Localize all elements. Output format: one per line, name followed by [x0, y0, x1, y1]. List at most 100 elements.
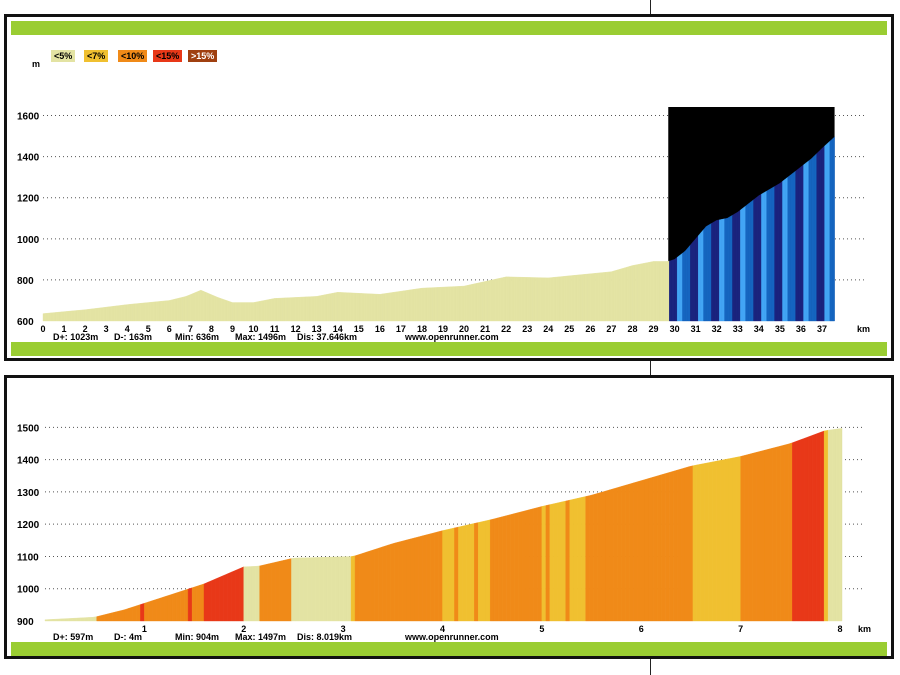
- profile-segment: [332, 292, 336, 322]
- profile-segment: [711, 221, 715, 322]
- profile-segment: [263, 563, 268, 622]
- profile-segment: [566, 275, 570, 322]
- profile-segment: [390, 542, 396, 622]
- profile-segment: [211, 294, 215, 322]
- profile-segment: [414, 536, 419, 622]
- profile-segment: [104, 613, 109, 622]
- elevation-chart-zoom: 900 1000 1100 1200 1300 1400 1500 1 2 3 4 5 6 7 8 km: [17, 423, 871, 634]
- profile-segment: [92, 616, 97, 622]
- profile-segment: [613, 269, 617, 322]
- profile-segment: [500, 277, 504, 322]
- profile-segment: [637, 263, 641, 322]
- profile-segment: [413, 288, 417, 322]
- profile-segment: [463, 285, 467, 322]
- profile-segment: [513, 276, 517, 322]
- profile-segment: [660, 473, 666, 622]
- x-tick-label: 36: [796, 324, 806, 334]
- profile-segment: [454, 526, 459, 622]
- profile-segment: [418, 535, 423, 622]
- profile-segment: [227, 571, 233, 622]
- profile-segment: [342, 292, 346, 322]
- profile-segment: [676, 468, 682, 622]
- x-tick-label: 15: [354, 324, 364, 334]
- profile-segment: [477, 282, 481, 322]
- profile-segment: [708, 461, 714, 622]
- profile-segment: [370, 549, 376, 622]
- profile-segment: [782, 178, 786, 322]
- y-tick-label: 1500: [17, 423, 40, 434]
- y-tick-label: 1600: [17, 112, 40, 123]
- profile-segment: [708, 223, 712, 322]
- profile-segment: [274, 298, 278, 322]
- profile-segment: [315, 557, 320, 622]
- profile-segment: [92, 308, 96, 322]
- profile-segment: [358, 293, 362, 322]
- profile-segment: [641, 479, 646, 622]
- profile-segment: [545, 277, 549, 322]
- profile-segment: [287, 558, 292, 622]
- profile-segment: [811, 155, 815, 322]
- y-tick-label: 1000: [17, 235, 40, 246]
- profile-segment: [305, 296, 309, 322]
- profile-segment: [290, 297, 294, 322]
- profile-segment: [534, 277, 538, 322]
- profile-segment: [295, 297, 299, 322]
- profile-segment: [705, 224, 709, 322]
- profile-segment: [127, 304, 131, 322]
- profile-segment: [748, 453, 753, 622]
- profile-segment: [390, 292, 394, 322]
- profile-segment: [692, 238, 696, 322]
- profile-segment: [721, 218, 725, 322]
- profile-segment: [329, 293, 333, 322]
- profile-segment: [287, 297, 291, 322]
- profile-segment: [462, 524, 467, 622]
- profile-segment: [434, 531, 439, 622]
- x-tick-label: 29: [649, 324, 659, 334]
- profile-segment: [363, 293, 367, 322]
- profile-segment: [163, 300, 167, 322]
- profile-segment: [748, 201, 752, 322]
- profile-segment: [804, 436, 809, 622]
- profile-segment: [437, 287, 441, 322]
- x-tick-label: 7: [188, 324, 193, 334]
- profile-segment: [819, 147, 823, 322]
- profile-segment: [298, 296, 302, 322]
- profile-segment: [229, 301, 233, 322]
- profile-segment: [470, 523, 475, 622]
- y-tick-label: 1400: [17, 456, 40, 467]
- profile-segment: [239, 566, 244, 622]
- stat-min: Min: 636m: [175, 332, 220, 342]
- profile-segment: [677, 254, 681, 322]
- profile-segment: [621, 484, 626, 622]
- profile-segment: [795, 168, 799, 322]
- profile-segment: [377, 293, 381, 322]
- profile-segment: [624, 266, 628, 322]
- profile-segment: [627, 266, 631, 322]
- profile-segment: [445, 286, 449, 322]
- profile-segment: [144, 601, 149, 622]
- profile-segment: [199, 583, 205, 622]
- profile-segment: [561, 500, 566, 622]
- profile-segment: [76, 617, 81, 622]
- profile-segment: [327, 293, 331, 322]
- profile-segment: [813, 153, 817, 322]
- profile-segment: [742, 205, 746, 322]
- profile-segment: [758, 193, 762, 322]
- profile-segment: [509, 513, 515, 622]
- x-tick-label: 1: [142, 624, 147, 634]
- x-tick-label: 27: [606, 324, 616, 334]
- profile-segment: [96, 615, 101, 622]
- profile-segment: [487, 280, 491, 322]
- stat-dplus: D+: 1023m: [53, 332, 99, 342]
- x-tick-label: 34: [754, 324, 764, 334]
- profile-segment: [621, 267, 625, 322]
- profile-segment: [271, 561, 276, 622]
- profile-segment: [299, 557, 304, 622]
- footer-band: [11, 642, 887, 656]
- x-tick-label: 3: [104, 324, 109, 334]
- profile-segment: [592, 273, 596, 322]
- profile-segment: [771, 186, 775, 322]
- profile-segment: [563, 275, 567, 322]
- profile-segment: [829, 138, 833, 322]
